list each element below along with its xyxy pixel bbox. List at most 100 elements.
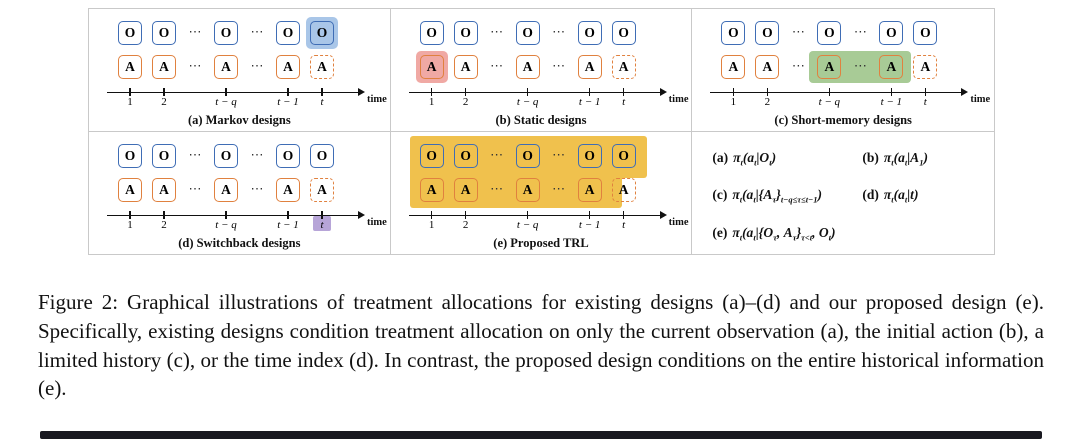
timeline-arrow-icon bbox=[358, 88, 365, 97]
tick-cell: t bbox=[609, 87, 639, 113]
obs-cell: O bbox=[115, 19, 145, 47]
tick-label: t − q bbox=[215, 96, 237, 108]
timeline-arrow-icon bbox=[659, 88, 667, 97]
tick-label: 2 bbox=[161, 218, 167, 231]
formula-text: |{O bbox=[755, 224, 774, 240]
timeline-ticks: 1 2 t − q t − 1 t bbox=[417, 87, 639, 115]
action-row: A A ⋯ A ⋯ A A bbox=[417, 176, 639, 204]
formula-sub: τ bbox=[772, 194, 777, 205]
act-box: A bbox=[419, 55, 444, 79]
obs-cell: O bbox=[609, 19, 639, 47]
obs-box: O bbox=[118, 21, 142, 45]
tick-cell: t bbox=[307, 210, 337, 236]
obs-box: O bbox=[611, 21, 636, 45]
formula-tag: (e) bbox=[712, 224, 728, 240]
act-cell: A bbox=[513, 53, 543, 81]
ellipsis: ⋯ bbox=[188, 180, 202, 196]
formula-text: π bbox=[883, 149, 892, 165]
formula-sub: τ bbox=[792, 232, 797, 243]
act-cell: A bbox=[609, 176, 639, 204]
tick-cell: 2 bbox=[149, 210, 179, 236]
act-box: A bbox=[515, 55, 540, 79]
act-box: A bbox=[577, 55, 602, 79]
tick-cell: 2 bbox=[149, 87, 179, 113]
tick-cell: t − q bbox=[814, 87, 844, 113]
formula-text: (a bbox=[893, 149, 905, 165]
formula-c: (c) πt(at|{Aτ}t−q≤τ≤t−1) bbox=[712, 187, 862, 205]
formula-text: ) bbox=[771, 149, 777, 165]
tick-cell: 1 bbox=[115, 210, 145, 236]
tick-label: 1 bbox=[730, 96, 737, 108]
act-cell: A bbox=[451, 176, 481, 204]
act-cell: A bbox=[115, 53, 145, 81]
formulas-panel: (a) πt(at|Ot) (b) πt(at|A1) (c) πt(at|{Aτ}t−q… bbox=[692, 132, 994, 255]
tick-cell: t − 1 bbox=[273, 210, 303, 236]
tick-label: 1 bbox=[127, 96, 133, 108]
obs-cell: O bbox=[575, 142, 605, 170]
act-cell: A bbox=[211, 53, 241, 81]
timeline-line bbox=[408, 214, 661, 216]
act-box: A bbox=[118, 177, 142, 202]
obs-box: O bbox=[214, 21, 238, 45]
formula-text: π bbox=[732, 187, 740, 203]
formula-text: (a bbox=[742, 149, 755, 165]
tick-cell: 2 bbox=[451, 210, 481, 236]
timeline-line bbox=[107, 214, 359, 216]
formula-sub: 1 bbox=[919, 157, 924, 168]
obs-box: O bbox=[152, 21, 176, 45]
act-box: A bbox=[577, 177, 602, 202]
formula-sub: t bbox=[753, 232, 756, 243]
ellipsis: ⋯ bbox=[490, 24, 504, 39]
act-box-dashed: A bbox=[310, 177, 334, 202]
timeline-arrow-icon bbox=[659, 210, 667, 219]
act-cell: A bbox=[307, 176, 337, 204]
obs-box: O bbox=[419, 143, 444, 168]
obs-cell: O bbox=[451, 142, 481, 170]
obs-box: O bbox=[515, 143, 540, 168]
timeline: 1 2 t − q t − 1 t time bbox=[107, 210, 387, 240]
obs-box: O bbox=[152, 143, 176, 168]
obs-cell: O bbox=[115, 142, 145, 170]
panel-caption: (e) Proposed TRL bbox=[493, 236, 589, 250]
formula-text: |t bbox=[907, 187, 914, 203]
tick-cell: t − q bbox=[513, 87, 543, 113]
tick-cell: t − 1 bbox=[273, 87, 303, 113]
ellipsis: ⋯ bbox=[490, 180, 504, 196]
act-box-dashed: A bbox=[611, 55, 636, 79]
formula-text: ) bbox=[913, 187, 919, 203]
observation-row: O O ⋯ O ⋯ O O bbox=[417, 19, 639, 47]
formula-text: |{A bbox=[755, 187, 773, 203]
formula-text: } bbox=[796, 224, 802, 240]
tick-label: t bbox=[320, 218, 324, 231]
act-box-dashed: A bbox=[611, 177, 636, 202]
tick-cell: 1 bbox=[417, 210, 447, 236]
obs-cell: O bbox=[149, 142, 179, 170]
tick-label: t − q bbox=[215, 218, 237, 231]
formula-sub: t bbox=[769, 157, 772, 168]
ellipsis: ⋯ bbox=[188, 24, 202, 39]
obs-box: O bbox=[276, 143, 300, 168]
ellipsis: ⋯ bbox=[853, 24, 867, 39]
observation-row: O O ⋯ O ⋯ O O bbox=[417, 142, 639, 170]
obs-cell: O bbox=[211, 19, 241, 47]
act-box-dashed: A bbox=[913, 55, 938, 79]
obs-box: O bbox=[721, 21, 746, 45]
tick-label: 2 bbox=[161, 96, 167, 108]
obs-cell: O bbox=[149, 19, 179, 47]
action-row: A A ⋯ A ⋯ A A bbox=[718, 53, 940, 81]
tick-cell: t bbox=[307, 87, 337, 113]
act-box: A bbox=[214, 177, 238, 202]
act-box: A bbox=[817, 55, 842, 79]
obs-box: O bbox=[577, 21, 602, 45]
formula-tag: (a) bbox=[712, 149, 729, 165]
time-label: time bbox=[367, 94, 387, 105]
ellipsis: ⋯ bbox=[188, 58, 202, 73]
tick-label: t − q bbox=[818, 96, 841, 108]
figure-caption: Figure 2: Graphical illustrations of tre… bbox=[38, 290, 1044, 401]
formula-math: πt(at|A1) bbox=[883, 149, 928, 168]
